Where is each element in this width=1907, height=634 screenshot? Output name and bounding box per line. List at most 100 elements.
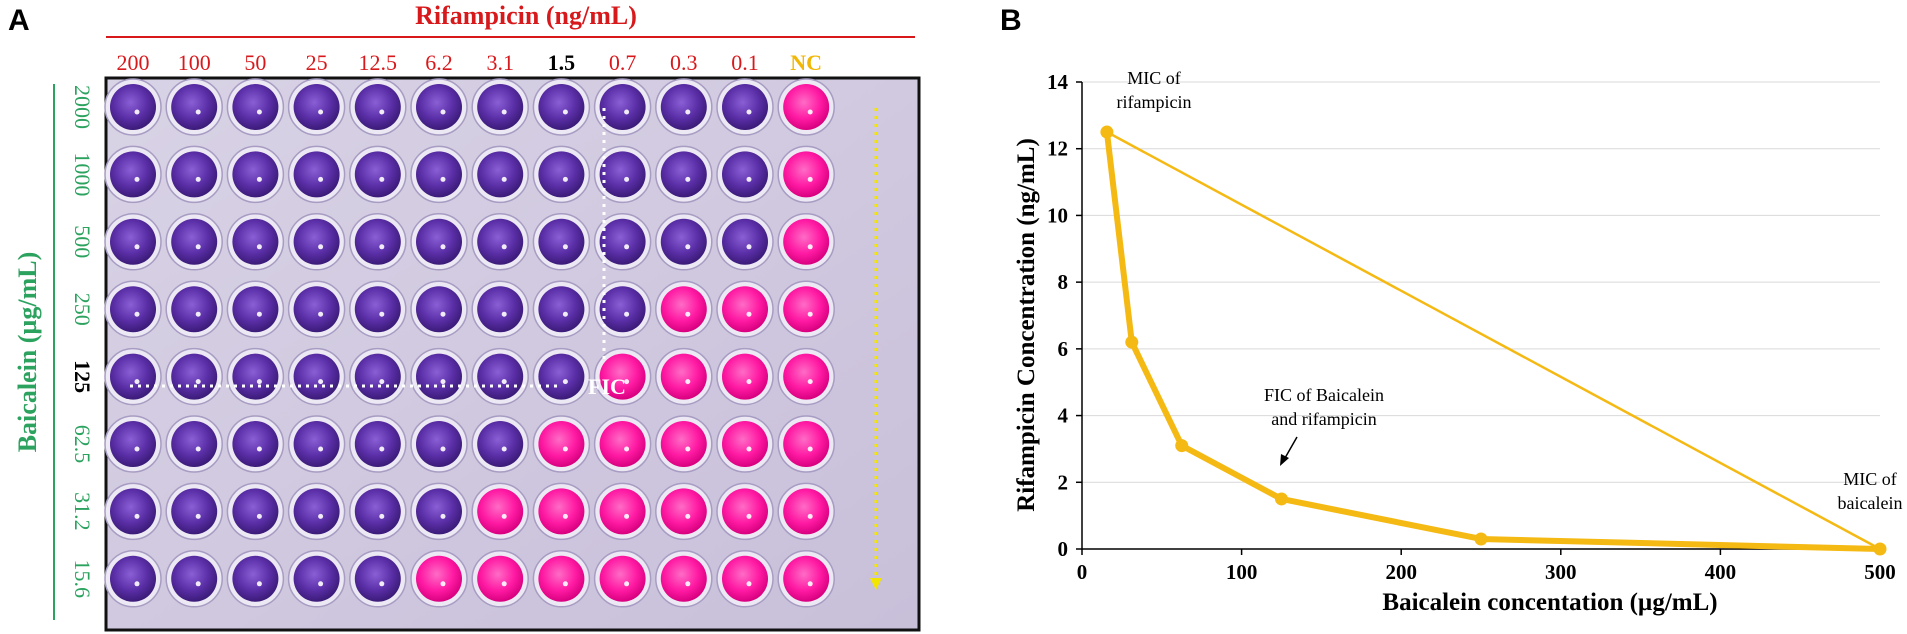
isobologram-point-5 [1873,542,1887,556]
well-r3-c10 [655,213,713,271]
well-r5-c10 [655,347,713,406]
well-r1-c12 [777,78,835,136]
well-r1-c7 [471,78,529,136]
well-r3-c7 [471,213,529,271]
x-tick-label-400: 400 [1705,560,1737,584]
y-tick-label-4: 4 [1058,404,1069,428]
baicalein-label-5: 62.5 [70,425,95,464]
well-r7-c3 [226,482,285,541]
mic-baicalein-annotation-line1: MIC of [1843,469,1897,489]
baicalein-label-4: 125 [70,360,95,393]
baicalein-concentration-labels: 2000 1000 500 250 125 62.5 31.2 15.6 [70,85,95,598]
well-r7-c8 [532,482,591,541]
rifampicin-label-10: 0.1 [731,50,759,75]
chart-series [1100,125,1887,556]
well-r6-c4 [287,415,346,473]
well-r2-c12 [777,145,835,204]
well-r3-c6 [410,213,468,271]
plate-wells [104,78,835,608]
well-r7-c2 [165,482,223,541]
well-r8-c8 [532,550,591,608]
well-r8-c2 [165,550,223,608]
isobologram-point-1 [1125,335,1139,349]
well-r5-c7 [471,347,529,406]
well-r7-c9 [593,482,652,541]
y-tick-labels: 0 2 4 6 8 10 12 14 [1047,70,1069,561]
well-r8-c1 [104,550,162,608]
well-r7-c12 [777,482,835,541]
well-r1-c6 [410,78,468,136]
baicalein-axis-title: Baicalein (µg/mL) [13,252,42,453]
baicalein-label-1: 1000 [70,152,95,196]
well-r2-c7 [471,145,529,204]
rifampicin-concentration-labels: 200 100 50 25 12.5 6.2 3.1 1.5 0.7 0.3 0.1 NC [117,50,823,75]
well-r3-c12 [777,213,835,271]
well-r1-c3 [226,78,285,136]
series-additivity-line [1106,130,1881,551]
well-r7-c1 [104,482,162,541]
well-r5-c2 [165,347,223,406]
y-tick-label-14: 14 [1047,70,1069,94]
well-r8-c11 [716,550,774,608]
well-r2-c9 [593,145,652,204]
well-r4-c4 [287,280,346,338]
well-r8-c3 [226,550,285,608]
rifampicin-label-7: 1.5 [548,50,576,75]
isobologram-point-2 [1175,439,1189,453]
well-r5-c6 [410,347,468,406]
fic-label: FIC [588,374,626,399]
well-r8-c12 [777,550,835,608]
well-r3-c4 [287,213,346,271]
mic-baicalein-annotation-line2: baicalein [1838,493,1903,513]
well-r6-c5 [349,415,407,473]
x-tick-label-100: 100 [1226,560,1258,584]
isobologram-point-4 [1474,532,1488,546]
well-r8-c7 [471,550,529,608]
rifampicin-label-6: 3.1 [486,50,514,75]
y-tick-label-8: 8 [1058,270,1069,294]
well-r1-c10 [655,78,713,136]
well-r3-c5 [349,213,407,271]
well-r4-c11 [716,280,774,338]
well-r7-c10 [655,482,713,541]
well-r4-c6 [410,280,468,338]
panel-b-letter: B [1000,4,1022,37]
rifampicin-label-5: 6.2 [425,50,453,75]
well-r1-c11 [716,78,774,136]
rifampicin-label-3: 25 [306,50,328,75]
rifampicin-label-4: 12.5 [359,50,398,75]
well-r3-c1 [104,213,162,271]
x-tick-label-500: 500 [1864,560,1896,584]
well-r7-c7 [471,482,529,541]
well-r7-c5 [349,482,407,541]
well-r8-c9 [593,550,652,608]
y-tick-label-2: 2 [1058,470,1069,494]
well-r3-c9 [593,213,652,271]
series-isobologram-line [1103,131,1881,552]
mic-rifampicin-annotation-line1: MIC of [1127,68,1181,88]
well-r8-c5 [349,550,407,608]
well-r5-c3 [226,347,285,406]
well-r6-c3 [226,415,285,473]
x-tick-labels: 0 100 200 300 400 500 [1077,560,1896,584]
rifampicin-label-8: 0.7 [609,50,637,75]
well-r2-c8 [532,145,591,204]
well-r2-c1 [104,145,162,204]
well-r4-c7 [471,280,529,338]
well-r7-c6 [410,482,468,541]
well-r4-c8 [532,280,591,338]
y-axis-label: Rifampicin Concentration (ng/mL) [1013,138,1040,512]
well-r2-c10 [655,145,713,204]
chart-axes [1076,81,1881,555]
baicalein-label-7: 15.6 [70,560,95,599]
fic-annotation-arrow-line [1284,436,1298,459]
well-r7-c4 [287,482,346,541]
well-r3-c2 [165,213,223,271]
well-r4-c5 [349,280,407,338]
fic-annotation-line2: and rifampicin [1271,409,1376,429]
well-r4-c9 [593,280,652,338]
well-r6-c8 [532,415,591,473]
x-axis-label: Baicalein concentation (µg/mL) [1382,589,1717,616]
well-r6-c7 [471,415,529,473]
baicalein-label-6: 31.2 [70,492,95,531]
